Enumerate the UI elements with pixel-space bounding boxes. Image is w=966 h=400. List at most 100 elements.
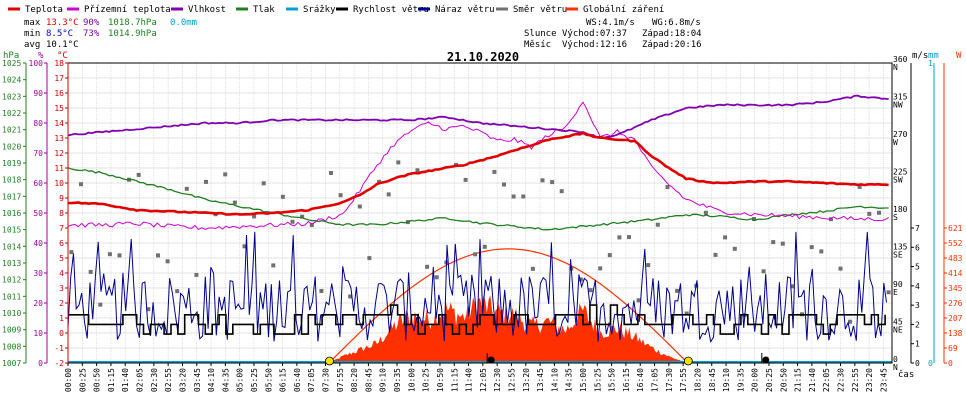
temperature-tick-label: 3 [59,284,64,293]
info-sun-rise: Východ:07:37 [562,29,627,39]
direction-tick-dir: W [893,138,898,147]
rain-tick-label: 1 [928,59,933,68]
wind-direction-point [165,259,170,264]
wind-direction-point [223,172,228,177]
info-wg: WG:6.8m/s [652,18,701,28]
radiation-tick-label: 345 [948,284,963,293]
radiation-tick-label: 621 [948,224,963,233]
x-tick-label: 00:00 [64,368,73,392]
x-tick-label: 18:20 [693,368,702,392]
temperature-tick-label: 15 [54,104,64,113]
temperature-line [67,131,889,216]
wind-direction-point [675,288,680,293]
wind-tick-label: 4 [915,282,920,291]
wind-direction-point [367,256,372,261]
info-moon-rise: Východ:12:16 [562,40,627,50]
humidity-line [67,94,889,139]
x-tick-label: 13:20 [522,368,531,392]
radiation-axis-unit: W [956,51,962,61]
percent-tick-label: 20 [33,299,43,308]
wind-direction-point [319,289,324,293]
hpa-tick-label: 1025 [2,59,21,68]
wind-direction-point [598,266,603,271]
wind-direction-point [521,194,526,199]
wind-direction-point [627,235,631,240]
hpa-tick-label: 1008 [2,342,21,351]
wind-direction-point [261,181,266,186]
x-tick-label: 22:55 [851,368,860,392]
temperature-tick-label: 18 [54,59,64,68]
direction-tick-dir: SW [893,176,903,185]
info-sun-set: Západ:18:04 [642,29,702,39]
legend-label: Přízemní teplota [84,5,171,15]
x-tick-label: 19:10 [722,368,731,392]
stat-min-label: min [24,29,40,39]
x-tick-label: 20:25 [765,368,774,392]
temperature-axis-unit: °C [57,51,68,61]
x-tick-label: 02:05 [136,368,145,392]
wind-direction-point [857,184,862,189]
wind-direction-point [290,219,295,224]
hpa-tick-label: 1009 [2,326,21,335]
rain-axis-unit: mm [928,51,939,61]
x-tick-label: 07:30 [322,368,331,392]
direction-tick-label: 135 [893,243,908,252]
sun-marker [683,356,693,366]
wind-direction-point [396,160,401,165]
direction-tick-label: 45 [893,318,903,327]
percent-tick-label: 30 [33,269,43,278]
x-tick-label: 10:50 [436,368,445,392]
direction-tick-dir: N [893,363,898,372]
direction-tick-dir: E [893,288,898,297]
wind-tick-label: 2 [915,320,920,329]
temperature-tick-label: 1 [59,314,64,323]
wind-tick-label: 0 [915,359,920,368]
direction-tick-dir: S [893,213,898,222]
temperature-tick-label: 5 [59,254,64,263]
info-moon-set: Západ:20:16 [642,40,702,50]
wind-direction-point [607,253,612,258]
direction-tick-label: 225 [893,168,908,177]
x-tick-label: 08:20 [350,368,359,392]
x-tick-label: 04:35 [221,368,230,392]
temperature-tick-label: -1 [54,344,64,353]
info-moon-label: Měsíc [524,40,551,50]
wind-direction-point [752,217,756,221]
wind-direction-point [473,252,478,257]
ground-temperature-line [67,101,889,231]
wind-direction-point [511,194,516,199]
radiation-clear-sky-line [328,248,687,364]
wind-direction-point [338,193,343,198]
wind-tick-label: 6 [915,243,920,252]
hpa-tick-label: 1014 [2,242,21,251]
x-tick-label: 16:40 [636,368,645,392]
stats-block: max 13.3°C 90% 1018.7hPa 0.0mm min 8.5°C… [24,18,197,50]
wind-direction-point [886,290,891,295]
temperature-tick-label: 12 [54,149,64,158]
hpa-axis-unit: hPa [3,51,19,61]
x-tick-label: 17:55 [679,368,688,392]
wind-direction-point [713,252,718,257]
moon-marker [762,356,770,364]
wind-direction-point [271,263,276,268]
x-tick-label: 16:15 [622,368,631,392]
hpa-tick-label: 1013 [2,259,21,268]
hpa-tick-label: 1010 [2,309,21,318]
chart-axes: hPa% °C1007100810091010101110121013101410… [2,51,963,392]
temperature-tick-label: 6 [59,239,64,248]
radiation-tick-label: 483 [948,254,963,263]
wind-direction-point [550,180,555,185]
legend-label: Rychlost větru [353,5,429,15]
wind-direction-point [646,263,651,268]
x-tick-label: 06:15 [279,368,288,392]
wind-direction-point [329,171,333,175]
x-tick-label: 12:30 [493,368,502,392]
wind-direction-point [79,182,83,187]
x-tick-label: 14:10 [550,368,559,392]
wind-direction-point [357,204,362,209]
legend-label: Směr větru [513,5,567,15]
wind-direction-point [425,264,430,269]
wind-tick-label: 5 [915,263,920,272]
temperature-tick-label: 10 [54,179,64,188]
direction-tick-label: 90 [893,280,903,289]
